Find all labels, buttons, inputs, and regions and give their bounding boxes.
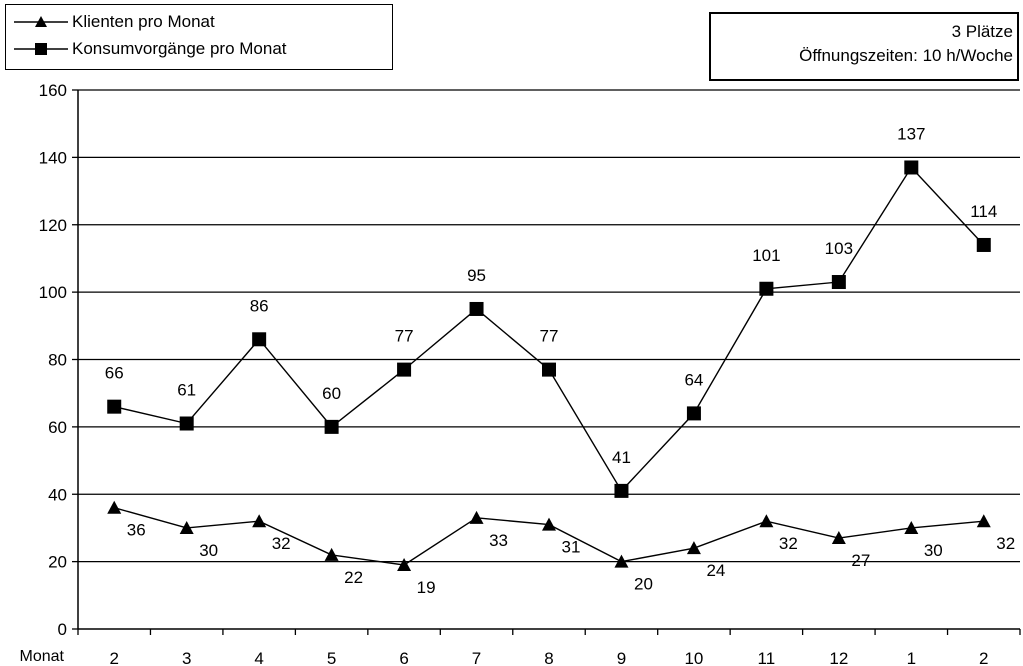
x-tick-label: 6	[399, 649, 408, 666]
data-point-triangle	[904, 520, 919, 534]
data-label: 61	[177, 381, 196, 400]
data-label: 20	[634, 575, 653, 594]
data-label: 41	[612, 448, 631, 467]
x-tick-label: 10	[684, 649, 703, 666]
data-point-square	[469, 301, 484, 316]
x-tick-label: 2	[979, 649, 988, 666]
data-label: 103	[825, 239, 853, 258]
y-tick-label: 160	[39, 81, 67, 100]
x-axis-label: Monat	[20, 648, 65, 665]
data-point-square	[614, 483, 629, 498]
data-label: 86	[250, 296, 269, 315]
x-tick-label: 12	[829, 649, 848, 666]
y-tick-label: 80	[48, 351, 67, 370]
legend-label-klienten: Klienten pro Monat	[72, 12, 215, 31]
square-marker-icon	[14, 43, 68, 55]
legend-label-konsumvorgaenge: Konsumvorgänge pro Monat	[72, 39, 287, 58]
data-label: 24	[706, 561, 725, 580]
data-label: 77	[540, 327, 559, 346]
data-point-triangle	[614, 554, 629, 568]
y-tick-label: 20	[48, 553, 67, 572]
data-point-square	[179, 416, 194, 431]
data-label: 32	[996, 534, 1015, 553]
x-tick-label: 7	[472, 649, 481, 666]
data-label: 66	[105, 364, 124, 383]
y-axis: 0 20 40 60 80 100 120 140 160	[39, 81, 79, 639]
data-label: 77	[395, 327, 414, 346]
data-label: 137	[897, 124, 925, 143]
data-point-triangle	[542, 517, 556, 531]
y-tick-label: 140	[39, 148, 67, 167]
x-tick-label: 2	[109, 649, 118, 666]
data-point-triangle	[397, 557, 412, 571]
x-tick-label: 5	[327, 649, 336, 666]
legend-item-klienten: Klienten pro Monat	[14, 11, 215, 33]
info-box: 3 Plätze Öffnungszeiten: 10 h/Woche	[709, 12, 1019, 81]
y-tick-label: 60	[48, 418, 67, 437]
data-point-triangle	[469, 510, 484, 524]
data-point-triangle	[252, 514, 267, 528]
info-box-opening-hours: Öffnungszeiten: 10 h/Woche	[799, 46, 1013, 65]
y-tick-label: 40	[48, 485, 67, 504]
data-point-square	[542, 362, 556, 377]
data-point-triangle	[976, 514, 991, 528]
data-label: 60	[322, 384, 341, 403]
data-series: 36 30 32 22 19 33 31 20 24 32 27 30 32 66 61 86 60 77 95 77…	[105, 124, 1015, 597]
data-label: 33	[489, 531, 508, 550]
data-point-triangle	[831, 531, 846, 545]
data-label: 31	[562, 538, 581, 557]
data-point-square	[904, 160, 919, 175]
data-label: 95	[467, 266, 486, 285]
data-point-triangle	[107, 500, 122, 514]
data-point-triangle	[759, 514, 774, 528]
y-tick-label: 0	[58, 620, 67, 639]
triangle-marker-icon	[14, 16, 68, 27]
data-label: 32	[272, 534, 291, 553]
data-label: 32	[779, 534, 798, 553]
data-label: 64	[684, 370, 703, 389]
x-axis: 2 3 4 5 6 7 8 9 10 11 12 1 2	[77, 628, 1021, 666]
data-point-triangle	[686, 541, 701, 555]
data-label: 101	[752, 246, 780, 265]
data-point-triangle	[179, 520, 194, 534]
data-point-square	[976, 237, 991, 252]
data-label: 114	[970, 202, 997, 221]
x-tick-label: 9	[617, 649, 626, 666]
data-point-square	[324, 419, 339, 434]
gridlines	[78, 89, 1020, 563]
data-point-square	[831, 275, 846, 290]
data-label: 30	[199, 541, 218, 560]
x-tick-label: 3	[182, 649, 191, 666]
data-label: 36	[127, 521, 146, 540]
legend: Klienten pro Monat Konsumvorgänge pro Mo…	[5, 4, 393, 70]
data-label: 27	[851, 551, 870, 570]
x-tick-label: 11	[758, 649, 776, 666]
legend-item-konsumvorgaenge: Konsumvorgänge pro Monat	[14, 38, 287, 60]
data-label: 22	[344, 568, 363, 587]
data-point-square	[252, 332, 267, 347]
data-point-square	[686, 406, 701, 421]
y-tick-label: 120	[39, 216, 67, 235]
y-tick-label: 100	[39, 283, 67, 302]
x-tick-label: 8	[544, 649, 553, 666]
data-point-square	[759, 281, 774, 296]
x-tick-label: 4	[254, 649, 263, 666]
data-label: 30	[924, 541, 943, 560]
info-box-places: 3 Plätze	[951, 22, 1013, 41]
x-tick-label: 1	[907, 649, 916, 666]
data-point-square	[107, 399, 122, 414]
data-point-triangle	[324, 547, 339, 561]
data-point-square	[397, 362, 412, 377]
data-label: 19	[417, 578, 436, 597]
